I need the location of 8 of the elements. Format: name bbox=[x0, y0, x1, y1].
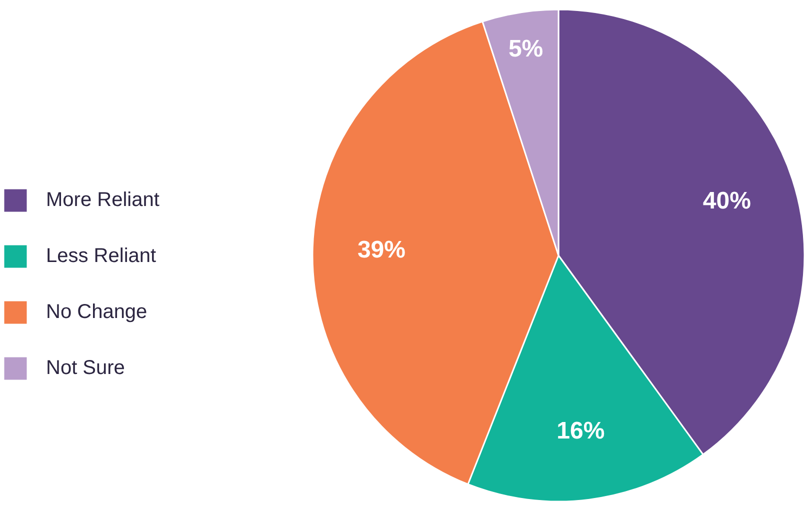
data-label: 5% bbox=[508, 35, 544, 62]
data-label: 40% bbox=[702, 187, 751, 214]
legend-label: Less Reliant bbox=[46, 244, 156, 268]
legend-label: Not Sure bbox=[46, 356, 125, 380]
data-label: 16% bbox=[556, 418, 605, 445]
data-label: 39% bbox=[357, 236, 406, 264]
legend-label: More Reliant bbox=[46, 188, 160, 212]
legend-label: No Change bbox=[46, 300, 148, 324]
